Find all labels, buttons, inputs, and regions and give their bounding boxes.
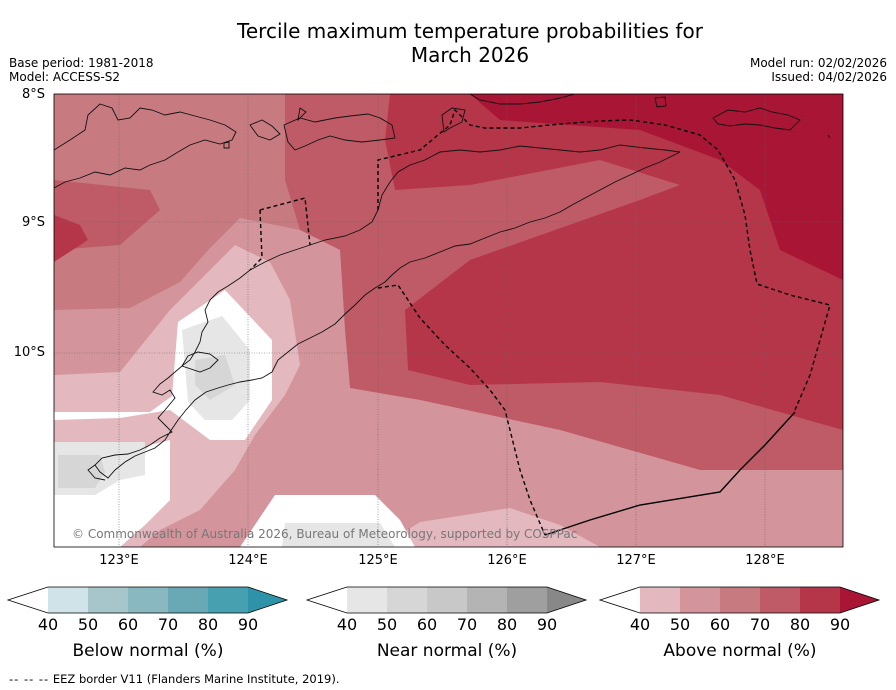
below-tick-60: 60 [117,615,139,634]
field-near-3 [58,455,105,488]
colorbar-near-seg-5 [507,587,547,613]
field-near-4 [195,355,235,400]
model-run: Model run: 02/02/2026 [749,56,887,70]
map-frame [53,93,844,548]
coast-flores [54,103,237,189]
eez-legend-text: EEZ border V11 (Flanders Marine Institut… [52,672,340,686]
colorbar-near-outline [305,586,588,614]
lon-label-127e: 127°E [616,553,656,568]
colorbar-near [305,586,588,614]
near-tick-80: 80 [496,615,518,634]
below-tick-50: 50 [77,615,99,634]
lat-label-8s: 8°S [21,87,45,102]
coast-islet-3 [827,134,831,139]
near-tick-90: 90 [536,615,558,634]
colorbar-above-seg-3 [720,587,760,613]
colorbar-near-over-arrow [547,587,586,613]
colorbar-above-seg-2 [680,587,720,613]
field-west-core [54,215,88,262]
near-tick-50: 50 [376,615,398,634]
colorbar-below-outline [6,586,289,614]
coast-wetar [469,94,576,105]
meta-left: Base period: 1981-2018 Model: ACCESS-S2 [9,56,154,84]
below-tick-70: 70 [157,615,179,634]
title-line-2: March 2026 [410,43,530,67]
eez-border-north-east [377,108,831,411]
below-tick-90: 90 [237,615,259,634]
probability-field [54,94,843,547]
field-near-5 [282,523,395,547]
above-tick-80: 80 [789,615,811,634]
eez-border-west-2 [249,209,263,271]
colorbar-above-seg-5 [800,587,840,613]
lon-label-128e: 128°E [745,553,785,568]
chart-title: Tercile maximum temperature probabilitie… [170,19,770,67]
field-band-40-south [380,508,600,547]
eez-border [249,108,831,536]
eez-border-south-east [544,411,796,536]
issued-date: Issued: 04/02/2026 [771,70,887,84]
above-tick-40: 40 [629,615,651,634]
eez-legend-dashes: -- -- -- [9,672,50,686]
coast-babar [712,107,801,131]
coast-wetar-west [441,107,466,133]
below-tick-80: 80 [197,615,219,634]
colorbar-near-under-arrow [307,587,347,613]
near-tick-40: 40 [336,615,358,634]
eez-footnote: -- -- -- EEZ border V11 (Flanders Marine… [9,672,340,686]
coast-pantar [297,107,307,122]
colorbar-above-over-arrow [840,587,879,613]
colorbar-below-seg-4 [168,587,208,613]
coast-islet-1 [223,141,230,149]
colorbar-above-seg-1 [640,587,680,613]
field-band-80 [385,94,843,430]
lon-label-123e: 123°E [99,553,139,568]
field-band-90 [470,94,843,280]
eez-border-west [259,197,311,246]
colorbar-above [598,586,881,614]
lon-label-125e: 125°E [358,553,398,568]
title-line-1: Tercile maximum temperature probabilitie… [237,19,703,43]
meta-right: Model run: 02/02/2026 Issued: 04/02/2026 [750,56,887,84]
colorbar-above-seg-4 [760,587,800,613]
above-normal-title: Above normal (%) [663,641,817,661]
colorbar-below-seg-1 [48,587,88,613]
colorbar-above-outline [598,586,881,614]
lon-label-124e: 124°E [228,553,268,568]
colorbar-near-seg-3 [427,587,467,613]
eez-border-solid [544,411,796,536]
base-period: Base period: 1981-2018 [9,56,154,70]
below-normal-title: Below normal (%) [72,641,224,661]
above-tick-60: 60 [709,615,731,634]
coast-alor [283,113,396,151]
near-tick-60: 60 [416,615,438,634]
colorbar-below-seg-2 [88,587,128,613]
lat-label-10s: 10°S [13,345,45,360]
below-tick-40: 40 [37,615,59,634]
above-tick-90: 90 [829,615,851,634]
colorbar-below-seg-3 [128,587,168,613]
lat-label-9s: 9°S [21,215,45,230]
coast-islet-2 [654,96,667,108]
colorbar-below [6,586,289,614]
colorbar-above-under-arrow [600,587,640,613]
colorbar-near-seg-2 [387,587,427,613]
gridlines [54,94,843,547]
coast-island-1 [249,119,281,141]
near-normal-title: Near normal (%) [376,641,518,661]
colorbar-below-seg-5 [208,587,248,613]
lon-label-126e: 126°E [487,553,527,568]
coast-rote [87,464,106,481]
above-tick-50: 50 [669,615,691,634]
colorbar-near-seg-1 [347,587,387,613]
near-tick-70: 70 [456,615,478,634]
coast-kupang [181,351,219,373]
colorbar-near-seg-4 [467,587,507,613]
colorbar-below-under-arrow [8,587,48,613]
colorbar-below-over-arrow [248,587,287,613]
copyright-credit: © Commonwealth of Australia 2026, Bureau… [72,527,578,541]
model-name: Model: ACCESS-S2 [9,70,121,84]
above-tick-70: 70 [749,615,771,634]
